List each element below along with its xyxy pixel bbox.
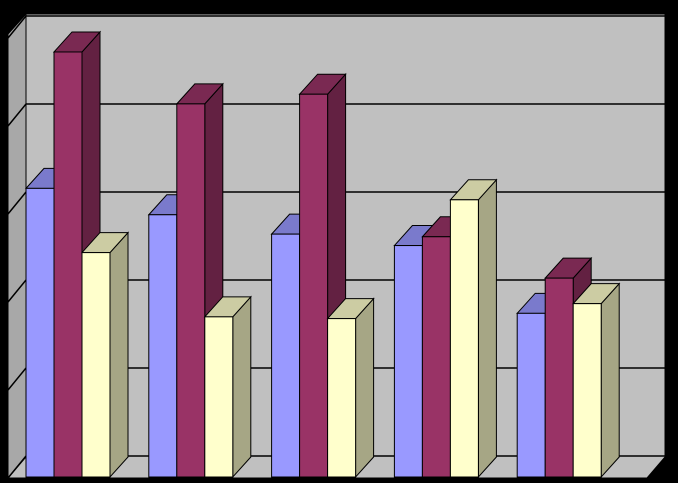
bar-side bbox=[477, 178, 497, 479]
bar bbox=[327, 318, 357, 478]
grid-line bbox=[7, 103, 665, 127]
bar bbox=[421, 236, 451, 478]
bar bbox=[204, 316, 234, 478]
bar-side bbox=[600, 282, 620, 479]
bar bbox=[393, 245, 423, 478]
side-wall bbox=[7, 12, 27, 480]
bar bbox=[449, 199, 479, 478]
bar bbox=[81, 252, 111, 478]
bar-side bbox=[355, 297, 375, 479]
bar bbox=[176, 103, 206, 478]
bar bbox=[148, 214, 178, 478]
bar bbox=[516, 312, 546, 478]
bar bbox=[572, 303, 602, 478]
bar bbox=[53, 51, 83, 478]
bar bbox=[299, 93, 329, 478]
bar-side bbox=[109, 231, 129, 479]
bar bbox=[271, 233, 301, 478]
bar bbox=[544, 277, 574, 478]
bar-side bbox=[232, 295, 252, 479]
bar bbox=[25, 187, 55, 478]
grid-line bbox=[7, 15, 665, 39]
